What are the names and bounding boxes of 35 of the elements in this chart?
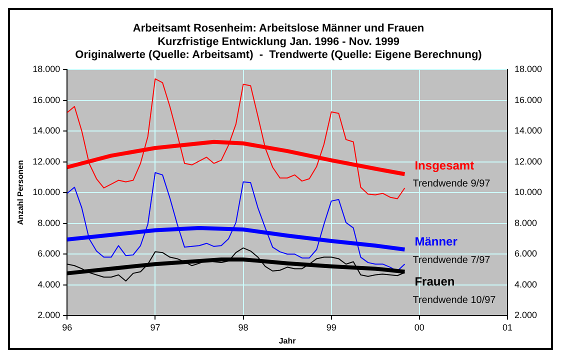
text: Originalwerte (Quelle: Arbeitsamt) - Trendwerte (Quelle: Eigene Berechnung) [75,49,482,62]
y2-tick-label: 16.000 [514,94,542,105]
y-axis-title: Anzahl Personen [16,160,26,226]
annotation: Trendwende 10/97 [412,294,496,306]
x-tick-label: 00 [414,322,424,332]
y-tick-label: 10.000 [32,187,60,198]
y2-tick-label: 8.000 [514,218,538,228]
x-tick-label: 97 [150,322,160,332]
y-tick-label: 16.000 [32,94,60,105]
annotation: Trendwende 9/97 [412,178,491,190]
y2-tick-label: 14.000 [514,126,542,136]
y-tick-label: 2.000 [38,310,60,320]
y2-tick-label: 12.000 [514,156,542,166]
x-tick-label: 96 [62,322,72,332]
y2-tick-label: 4.000 [514,279,538,290]
x-tick-label: 01 [502,322,512,332]
x-tick-label: 98 [238,322,248,332]
y2-tick-label: 18.000 [514,64,542,74]
series-label: Männer [414,234,458,248]
series-label: Insgesamt [414,158,474,172]
y-tick-label: 6.000 [38,248,60,259]
series-label: Frauen [414,274,455,288]
y-tick-label: 4.000 [38,279,60,290]
y2-tick-label: 2.000 [514,310,538,320]
x-axis-title: Jahr [278,336,296,346]
y-tick-label: 18.000 [32,64,60,74]
x-tick-label: 99 [326,322,336,332]
text: Arbeitsamt Rosenheim: Arbeitslose Männer und Frauen [132,22,424,35]
y-tick-label: 14.000 [32,126,60,136]
y2-tick-label: 10.000 [514,187,542,198]
y-tick-label: 8.000 [38,218,60,228]
y-tick-label: 12.000 [32,156,60,166]
y2-tick-label: 6.000 [514,248,538,259]
annotation: Trendwende 7/97 [412,254,491,266]
text: Kurzfristige Entwicklung Jan. 1996 - Nov. 1999 [158,36,400,48]
